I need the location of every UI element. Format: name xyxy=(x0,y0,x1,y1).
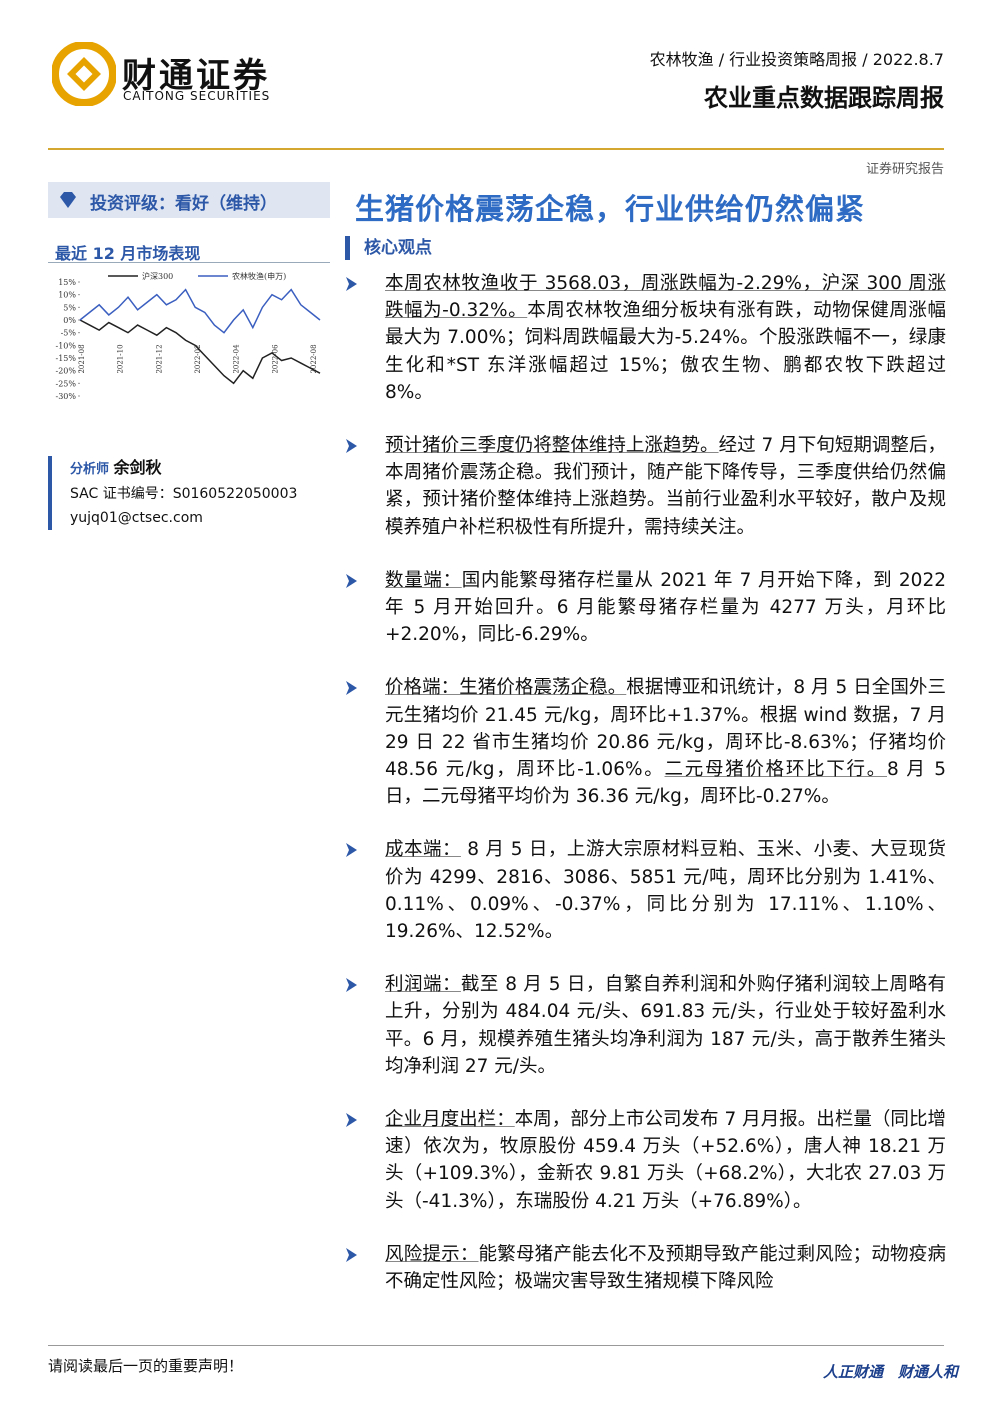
bullet-arrow xyxy=(346,277,357,291)
divider xyxy=(48,1345,944,1346)
x-tick-label: 2022-08 xyxy=(310,344,318,373)
paragraph: 利润端：截至 8 月 5 日，自繁自养利润和外购仔猪利润较上周略有上升，分别为 … xyxy=(385,971,946,1080)
y-tick-label: -30% xyxy=(56,392,77,401)
divider xyxy=(48,262,330,263)
bullet: 企业月度出栏：本周，部分上市公司发布 7 月月报。出栏量（同比增速）依次为，牧原… xyxy=(340,1106,946,1215)
bullet-arrow xyxy=(346,1247,357,1262)
text: 本周，部分上市公司发布 7 月月报。出栏量（同比增速）依次为，牧原股份 459.… xyxy=(385,1109,946,1212)
paragraph: 风险提示：能繁母猪产能去化不及预期导致产能过剩风险；动物疫病不确定性风险；极端灾… xyxy=(385,1241,946,1295)
name: 余剑秋 xyxy=(113,458,162,477)
paragraph: 成本端： 8 月 5 日，上游大宗原材料豆粕、玉米、小麦、大豆现货价为 4299… xyxy=(385,836,946,945)
emphasis: 二元母猪价格环比下行。 xyxy=(664,759,887,781)
chart-title: 最近 12 月市场表现 xyxy=(55,244,201,263)
bullet: 预计猪价三季度仍将整体维持上涨趋势。经过 7 月下旬短期调整后，本周猪价震荡企稳… xyxy=(340,432,946,541)
legend-label: 农林牧渔(申万) xyxy=(232,271,286,281)
series-line xyxy=(79,288,321,334)
icon xyxy=(60,192,76,208)
text: 根据博亚和讯统计，8 月 5 日全国外三元生猪均价 21.45 元/kg，周环比… xyxy=(385,677,946,781)
text: 经过 7 月下旬短期调整后，本周猪价震荡企稳。我们预计，随产能下降传导，三季度供… xyxy=(385,435,946,538)
text: 截至 8 月 5 日，自繁自养利润和外购仔猪利润较上周略有上升，分别为 484.… xyxy=(385,974,946,1077)
emphasis: 成本端： xyxy=(385,839,461,861)
text: 能繁母猪产能去化不及预期导致产能过剩风险；动物疫病不确定性风险；极端灾害导致生猪… xyxy=(385,1243,946,1293)
arrow xyxy=(346,277,357,291)
x-tick-label: 2021-08 xyxy=(78,344,86,373)
y-tick-label: -15% xyxy=(56,354,77,363)
rating-box: 投资评级：看好（维持） xyxy=(48,182,330,218)
chart: 15% 10% 5% 0% -5% -10% -15% -20% -25% -30% 2021-08… xyxy=(56,271,321,401)
text: 国内能繁母猪存栏量从 2021 年 7 月开始下降，到 2022 年 5 月开始… xyxy=(385,569,946,646)
bullet-arrow xyxy=(346,978,357,993)
divider xyxy=(48,148,944,150)
arrow xyxy=(346,681,357,696)
bullet: 成本端： 8 月 5 日，上游大宗原材料豆粕、玉米、小麦、大豆现货价为 4299… xyxy=(340,836,946,945)
analyst: 分析师 余剑秋 SAC 证书编号：S0160522050003 yujq01@c… xyxy=(48,456,297,530)
bullet-arrow xyxy=(346,681,357,696)
x-tick-label: 2022-04 xyxy=(233,344,241,374)
emphasis: 利润端： xyxy=(385,974,461,996)
report-type: 证券研究报告 xyxy=(865,162,944,177)
arrow xyxy=(346,573,357,588)
x-tick-label: 2022-02 xyxy=(194,344,202,373)
bullet: 价格端：生猪价格震荡企稳。根据博亚和讯统计，8 月 5 日全国外三元生猪均价 2… xyxy=(340,674,946,810)
x-tick-label: 2021-10 xyxy=(117,344,125,373)
bullet: 利润端：截至 8 月 5 日，自繁自养利润和外购仔猪利润较上周略有上升，分别为 … xyxy=(340,971,946,1080)
brand-en: CAITONG SECURITIES xyxy=(123,89,271,103)
emphasis: 预计猪价三季度仍将整体维持上涨趋势。 xyxy=(385,435,719,457)
emphasis: 数量端： xyxy=(385,569,462,591)
logo xyxy=(52,42,116,106)
sac: SAC 证书编号：S0160522050003 xyxy=(70,486,298,502)
bullet-arrow xyxy=(346,439,357,454)
arrow xyxy=(346,1113,357,1128)
emphasis: 价格端：生猪价格震荡企稳。 xyxy=(385,677,627,699)
arrow xyxy=(346,1247,357,1262)
y-tick-label: -20% xyxy=(56,367,77,376)
slogan: 人正财通 财通人和 xyxy=(822,1363,958,1381)
breadcrumb: 农林牧渔 / 行业投资策略周报 / 2022.8.7 xyxy=(649,50,944,69)
x-tick-label: 2022-06 xyxy=(271,344,279,374)
y-tick-label: 15% xyxy=(58,278,76,287)
paragraph: 预计猪价三季度仍将整体维持上涨趋势。经过 7 月下旬短期调整后，本周猪价震荡企稳… xyxy=(385,432,946,541)
y-tick-label: 0% xyxy=(63,316,76,325)
bullet-arrow xyxy=(346,1113,357,1128)
section-heading: 核心观点 xyxy=(345,236,432,260)
brand-cn: 财通证券 xyxy=(122,56,270,96)
text: 8 月 5 日，上游大宗原材料豆粕、玉米、小麦、大豆现货价为 4299、2816… xyxy=(385,839,946,943)
emphasis: 企业月度出栏： xyxy=(385,1109,515,1131)
legend-label: 沪深300 xyxy=(142,271,173,281)
arrow xyxy=(346,978,357,993)
report-name: 农业重点数据跟踪周报 xyxy=(704,84,944,112)
x-tick-label: 2021-12 xyxy=(155,344,163,373)
bullet: 风险提示：能繁母猪产能去化不及预期导致产能过剩风险；动物疫病不确定性风险；极端灾… xyxy=(340,1241,946,1295)
y-tick-label: 5% xyxy=(63,303,76,312)
y-tick-label: -25% xyxy=(56,379,77,388)
notice: 请阅读最后一页的重要声明！ xyxy=(48,1357,244,1375)
bullet: 本周农林牧渔收于 3568.03，周涨跌幅为-2.29%，沪深 300 周涨跌幅… xyxy=(340,270,946,406)
bullet-arrow xyxy=(346,843,357,858)
paragraph: 本周农林牧渔收于 3568.03，周涨跌幅为-2.29%，沪深 300 周涨跌幅… xyxy=(385,270,946,406)
y-tick-label: -10% xyxy=(56,341,77,350)
analyst-line: 分析师 余剑秋 xyxy=(70,456,297,482)
emphasis: 本周农林牧渔收于 3568.03，周涨跌幅为-2.29%，沪深 300 周涨跌幅… xyxy=(385,273,946,322)
email: yujq01@ctsec.com xyxy=(70,510,203,526)
series-line xyxy=(79,319,321,385)
text: 8 月 5 日，二元母猪平均价为 36.36 元/kg，周环比-0.27%。 xyxy=(385,759,946,808)
y-tick-label: 10% xyxy=(58,291,76,300)
bullet-arrow xyxy=(346,573,357,588)
paragraph: 企业月度出栏：本周，部分上市公司发布 7 月月报。出栏量（同比增速）依次为，牧原… xyxy=(385,1106,946,1215)
paragraph: 数量端：国内能繁母猪存栏量从 2021 年 7 月开始下降，到 2022 年 5… xyxy=(385,567,946,649)
emphasis: 风险提示： xyxy=(385,1243,479,1265)
arrow xyxy=(346,439,357,454)
bullets: 本周农林牧渔收于 3568.03，周涨跌幅为-2.29%，沪深 300 周涨跌幅… xyxy=(340,270,946,1321)
title: 生猪价格震荡企稳，行业供给仍然偏紧 xyxy=(355,192,866,226)
label: 分析师 xyxy=(70,462,110,477)
paragraph: 价格端：生猪价格震荡企稳。根据博亚和讯统计，8 月 5 日全国外三元生猪均价 2… xyxy=(385,674,946,810)
bullet: 数量端：国内能繁母猪存栏量从 2021 年 7 月开始下降，到 2022 年 5… xyxy=(340,567,946,649)
text: 本周农林牧渔细分板块有涨有跌，动物保健周涨幅最大为 7.00%；饲料周跌幅最大为… xyxy=(385,300,946,403)
rating: 投资评级：看好（维持） xyxy=(90,194,277,214)
y-tick-label: -5% xyxy=(61,329,77,338)
arrow xyxy=(346,843,357,858)
